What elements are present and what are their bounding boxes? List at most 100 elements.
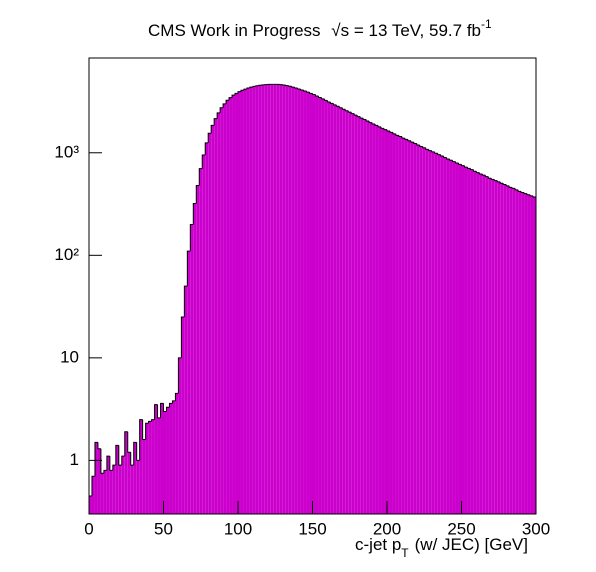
bar [229, 97, 233, 514]
bar [166, 407, 170, 514]
bar [285, 85, 289, 515]
bar-outline [314, 94, 319, 97]
bar [181, 317, 185, 514]
bar [169, 403, 173, 514]
bar [413, 143, 417, 514]
bar [142, 439, 146, 514]
bar [300, 89, 304, 514]
bar-outline [425, 147, 429, 150]
bar [410, 142, 414, 514]
x-tick-label: 150 [298, 519, 326, 538]
bar-outline [237, 91, 241, 94]
bar-outline [142, 419, 146, 440]
bar [306, 92, 310, 514]
bar [103, 470, 107, 514]
xlabel-text: c-jet p [355, 535, 401, 554]
bar-outline [383, 128, 387, 131]
x-tick-label: 200 [373, 519, 401, 538]
bar [524, 193, 528, 515]
bar-outline [309, 92, 313, 94]
bar [458, 164, 462, 514]
bar [151, 419, 155, 514]
bar [360, 118, 364, 515]
bar-outline [255, 85, 259, 87]
bar-outline [306, 91, 310, 93]
bar-outline [291, 86, 295, 88]
bar [130, 465, 134, 514]
bar-outline [186, 250, 191, 287]
bar [419, 146, 423, 515]
title-superscript: -1 [481, 17, 492, 31]
bar [348, 112, 352, 514]
bar-outline [160, 402, 164, 418]
bar-outline [353, 113, 358, 116]
bar-outline [329, 101, 334, 104]
bar [249, 87, 253, 515]
bar-outline [115, 444, 119, 466]
bar [372, 123, 376, 515]
y-tick-label: 10 [60, 347, 79, 366]
bar-outline [440, 154, 444, 157]
bar-outline [157, 404, 161, 419]
bar-outline [455, 161, 459, 164]
bar-outline [106, 455, 110, 471]
bar-outline [478, 172, 483, 175]
bar [196, 185, 200, 514]
bar [318, 97, 322, 514]
bar-outline [508, 185, 513, 188]
bar-outline [344, 109, 349, 112]
bar-outline [481, 174, 486, 176]
bar-outline [326, 100, 331, 103]
bar-outline [487, 176, 492, 179]
bar [345, 110, 349, 514]
bar [226, 100, 230, 514]
bar-outline [148, 420, 152, 424]
bar [527, 194, 531, 515]
bar [506, 185, 510, 514]
bar [288, 86, 292, 514]
bar-outline [234, 92, 238, 96]
bar [384, 129, 387, 514]
bar [139, 419, 143, 514]
bar-outline [320, 97, 325, 100]
bar [431, 151, 435, 514]
bar [392, 133, 396, 514]
bar [243, 89, 247, 514]
bar [273, 84, 277, 515]
bar-outline [151, 419, 155, 422]
bar [270, 84, 274, 515]
bar [252, 86, 256, 515]
bar-outline [496, 180, 501, 183]
bar [381, 128, 385, 514]
bar-outline [526, 193, 531, 196]
bar [512, 188, 516, 514]
bar-outline [395, 133, 399, 136]
bar [258, 85, 262, 514]
bar [294, 88, 298, 515]
bar-outline [228, 97, 233, 101]
bar-outline [213, 118, 218, 126]
bar [401, 138, 405, 514]
bar [407, 140, 411, 514]
bar-outline [171, 400, 176, 404]
bar-outline [243, 88, 247, 91]
bar-outline [109, 456, 113, 471]
bar-outline [499, 181, 504, 184]
bar [187, 251, 191, 514]
bar [178, 357, 182, 514]
bar-outline [472, 169, 477, 172]
bar [255, 85, 259, 514]
bar [279, 84, 283, 515]
bar [428, 150, 432, 514]
bar-outline [356, 115, 361, 118]
bar [205, 142, 209, 514]
bar-outline [449, 158, 453, 161]
bar-outline [335, 104, 340, 107]
bar [422, 147, 426, 514]
x-axis-label: c-jet pT (w/ JEC) [GeV] [355, 535, 528, 560]
bar [124, 431, 128, 514]
bar [375, 125, 379, 514]
bar-outline [359, 116, 364, 119]
bar-outline [210, 124, 215, 134]
